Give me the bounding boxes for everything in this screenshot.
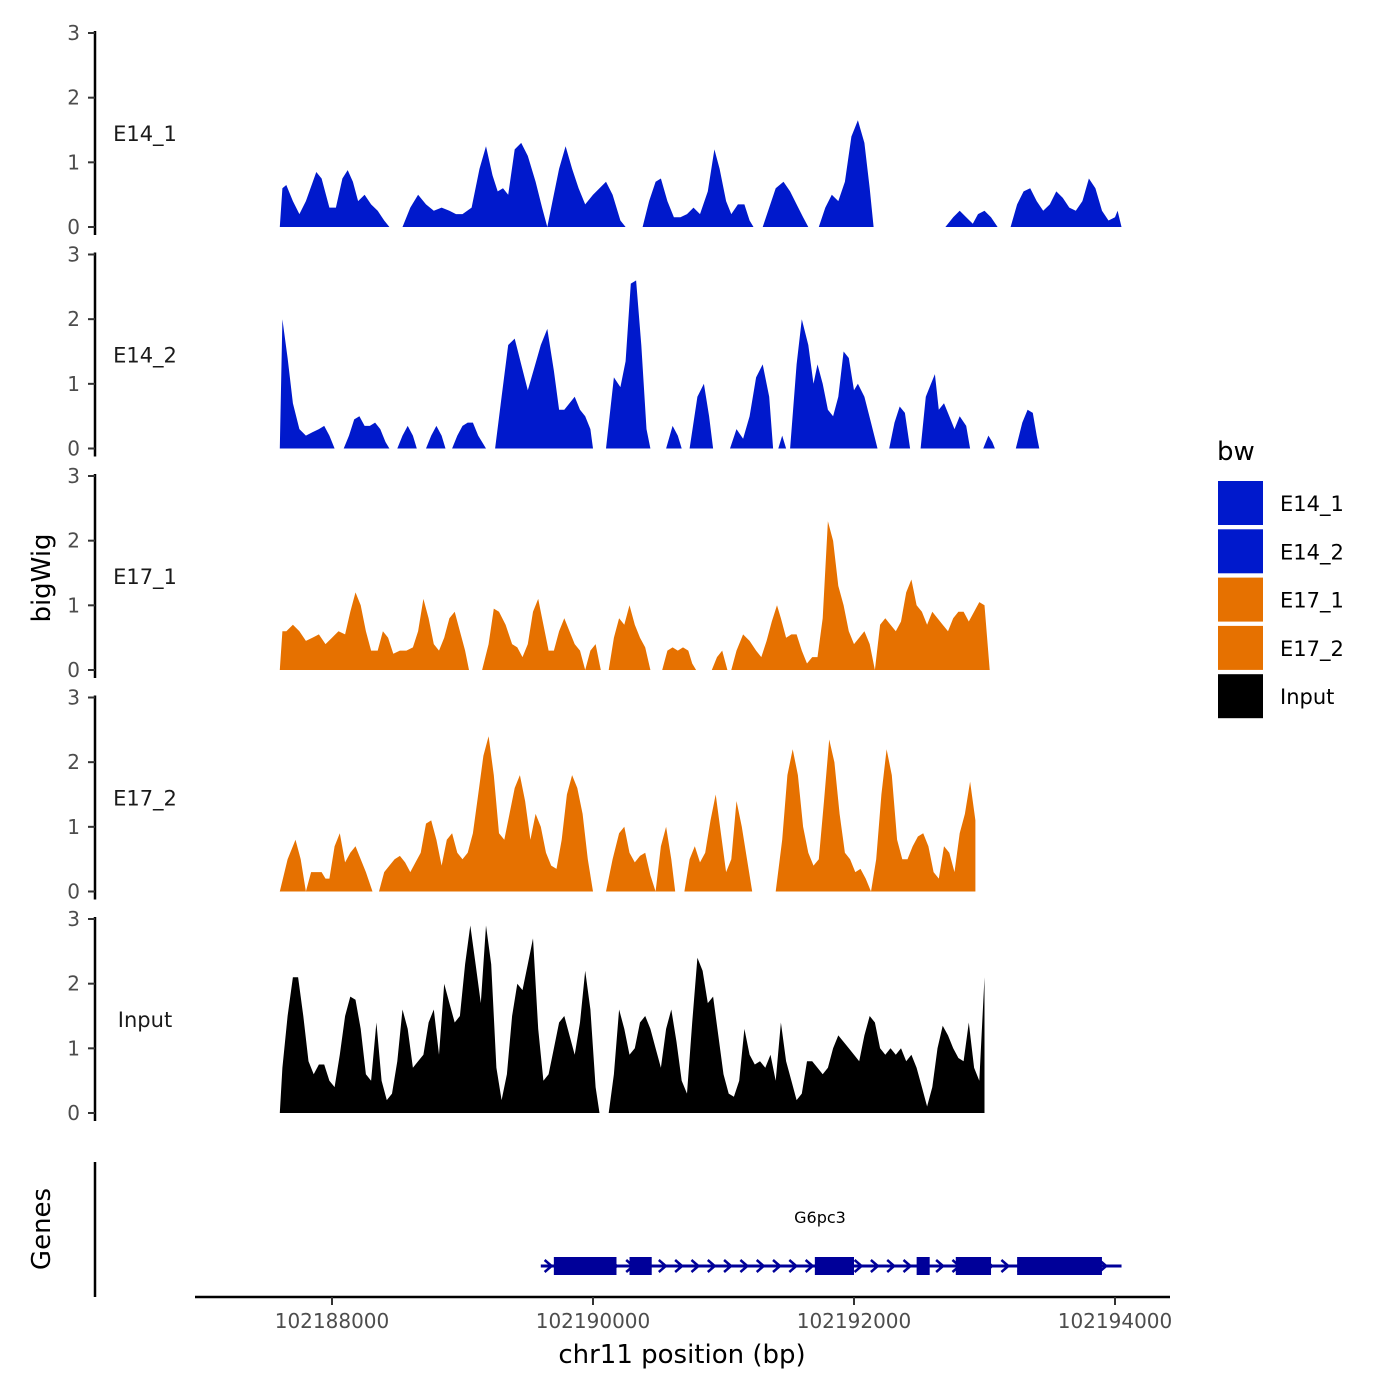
strand-arrow [935, 1259, 946, 1273]
legend: bw E14_1 E14_2 E17_1 E17_2 Input [1217, 437, 1344, 719]
y-tick-label: 0 [67, 1101, 80, 1125]
strand-arrow [543, 1259, 554, 1273]
legend-swatch-e17-1 [1218, 577, 1263, 622]
legend-label-e14-1: E14_1 [1280, 492, 1344, 517]
gene-exon [1017, 1257, 1102, 1275]
x-tick-label: 102192000 [797, 1309, 912, 1333]
legend-swatch-input [1218, 674, 1263, 719]
y-tick-label: 2 [67, 750, 80, 774]
y-axis-title: bigWig [27, 533, 57, 622]
strand-arrow [690, 1259, 701, 1273]
legend-title: bw [1217, 437, 1255, 467]
strand-arrow [870, 1259, 880, 1273]
area-e14-1 [279, 120, 1122, 227]
legend-swatch-e17-2 [1218, 625, 1263, 670]
track-label-e17-2: E17_2 [113, 787, 177, 812]
strand-arrow [853, 1259, 864, 1273]
strand-arrow [658, 1259, 668, 1273]
track-label-e14-1: E14_1 [113, 122, 177, 147]
y-tick-label: 0 [67, 658, 80, 682]
signal-tracks: E14_1 E14_2 E17_1 E17_2 Input [113, 120, 1122, 1113]
gene-name-label: G6pc3 [794, 1208, 846, 1227]
y-tick-label: 1 [67, 372, 80, 396]
y-tick-label: 0 [67, 215, 80, 239]
y-tick-label: 2 [67, 529, 80, 553]
x-tick-label: 102194000 [1058, 1309, 1173, 1333]
x-tick-label: 102190000 [536, 1309, 651, 1333]
gene-exon [955, 1257, 992, 1275]
legend-label-input: Input [1280, 685, 1334, 709]
y-tick-label: 3 [67, 243, 80, 267]
track-label-e17-1: E17_1 [113, 565, 177, 590]
y-tick-label: 2 [67, 307, 80, 331]
gene-exon [553, 1257, 617, 1275]
strand-arrow [902, 1259, 913, 1273]
y-tick-label: 2 [67, 972, 80, 996]
area-e17-1 [279, 521, 990, 670]
y-tick-label: 3 [67, 686, 80, 710]
strand-arrow [723, 1259, 733, 1273]
y-tick-label: 3 [67, 464, 80, 488]
y-tick-label: 1 [67, 1036, 80, 1060]
y-tick-label: 0 [67, 880, 80, 904]
area-e14-2 [279, 280, 1040, 449]
track-label-e14-2: E14_2 [113, 344, 177, 369]
track-y-axes: 0 1 2 3 0 1 2 3 0 1 2 3 0 1 2 3 0 1 2 3 [67, 21, 97, 1125]
gene-exon [814, 1257, 854, 1275]
gene-exon [916, 1257, 930, 1275]
area-input [279, 925, 985, 1113]
strand-arrow [755, 1259, 766, 1273]
genes-axis-title: Genes [27, 1188, 57, 1270]
legend-swatch-e14-2 [1218, 529, 1263, 574]
track-label-input: Input [118, 1008, 172, 1032]
y-tick-label: 1 [67, 815, 80, 839]
y-tick-label: 2 [67, 86, 80, 110]
y-tick-label: 1 [67, 593, 80, 617]
gene-exon [629, 1257, 652, 1275]
gene-model [540, 1257, 1122, 1275]
strand-arrow [674, 1259, 685, 1273]
legend-label-e17-1: E17_1 [1280, 589, 1344, 614]
strand-arrow [886, 1259, 897, 1273]
legend-swatch-e14-1 [1218, 481, 1263, 525]
genes-panel: G6pc3 [93, 1162, 1122, 1297]
strand-arrow [1000, 1259, 1011, 1273]
y-tick-label: 0 [67, 437, 80, 461]
y-tick-label: 1 [67, 150, 80, 174]
x-tick-label: 102188000 [275, 1309, 390, 1333]
area-e17-2 [279, 736, 976, 892]
y-tick-label: 3 [67, 21, 80, 45]
strand-arrow [788, 1259, 799, 1273]
x-axis-title: chr11 position (bp) [558, 1340, 805, 1370]
legend-label-e14-2: E14_2 [1280, 540, 1344, 565]
strand-arrow [739, 1259, 750, 1273]
strand-arrow [804, 1259, 815, 1273]
strand-arrow [706, 1259, 717, 1273]
legend-label-e17-2: E17_2 [1280, 637, 1344, 662]
y-tick-label: 3 [67, 907, 80, 931]
strand-arrow [772, 1259, 782, 1273]
x-axis: 102188000 102190000 102192000 102194000 [195, 1295, 1173, 1333]
